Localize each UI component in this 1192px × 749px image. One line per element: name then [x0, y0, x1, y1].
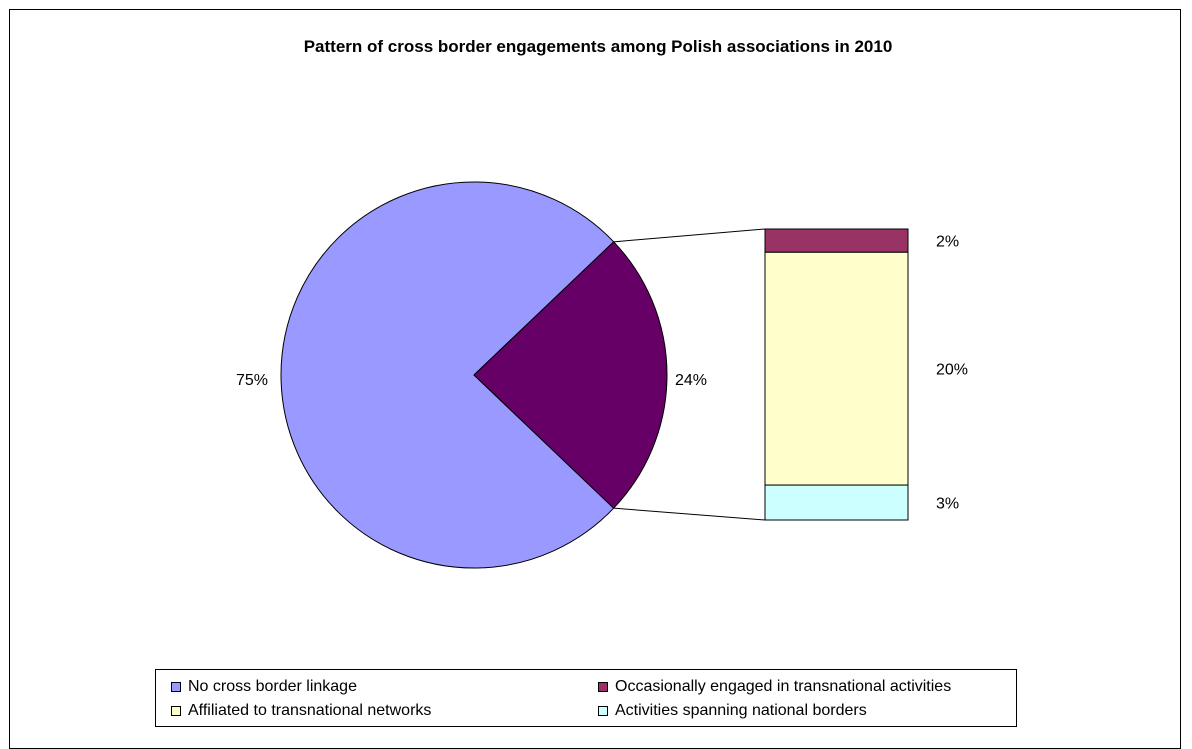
bar-segment-2 — [764, 484, 909, 521]
legend-swatch — [171, 682, 181, 692]
bar-segment-0 — [764, 228, 909, 253]
bar-label-1: 20% — [936, 362, 968, 379]
connector-line-top — [613, 228, 766, 243]
pie-slice-other — [473, 241, 668, 509]
legend-swatch — [171, 706, 181, 716]
legend-label: Affiliated to transnational networks — [188, 702, 432, 719]
bar-label-0: 2% — [936, 234, 959, 251]
chart-canvas: Pattern of cross border engagements amon… — [236, 37, 968, 569]
pie-slice-no-linkage — [280, 181, 615, 569]
chart-title: Pattern of cross border engagements amon… — [304, 37, 893, 56]
legend-label: Activities spanning national borders — [615, 702, 867, 719]
pie-label-other: 24% — [675, 372, 707, 389]
legend-swatch — [598, 682, 608, 692]
bar-segment-1 — [764, 251, 909, 486]
legend-label: No cross border linkage — [188, 678, 357, 695]
bar-label-2: 3% — [936, 496, 959, 513]
legend-label: Occasionally engaged in transnational ac… — [615, 678, 952, 695]
legend-swatch — [598, 706, 608, 716]
chart-legend: No cross border linkage Occasionally eng… — [155, 669, 1017, 727]
pie-label-no-linkage: 75% — [236, 372, 268, 389]
connector-line-bottom — [613, 507, 766, 521]
